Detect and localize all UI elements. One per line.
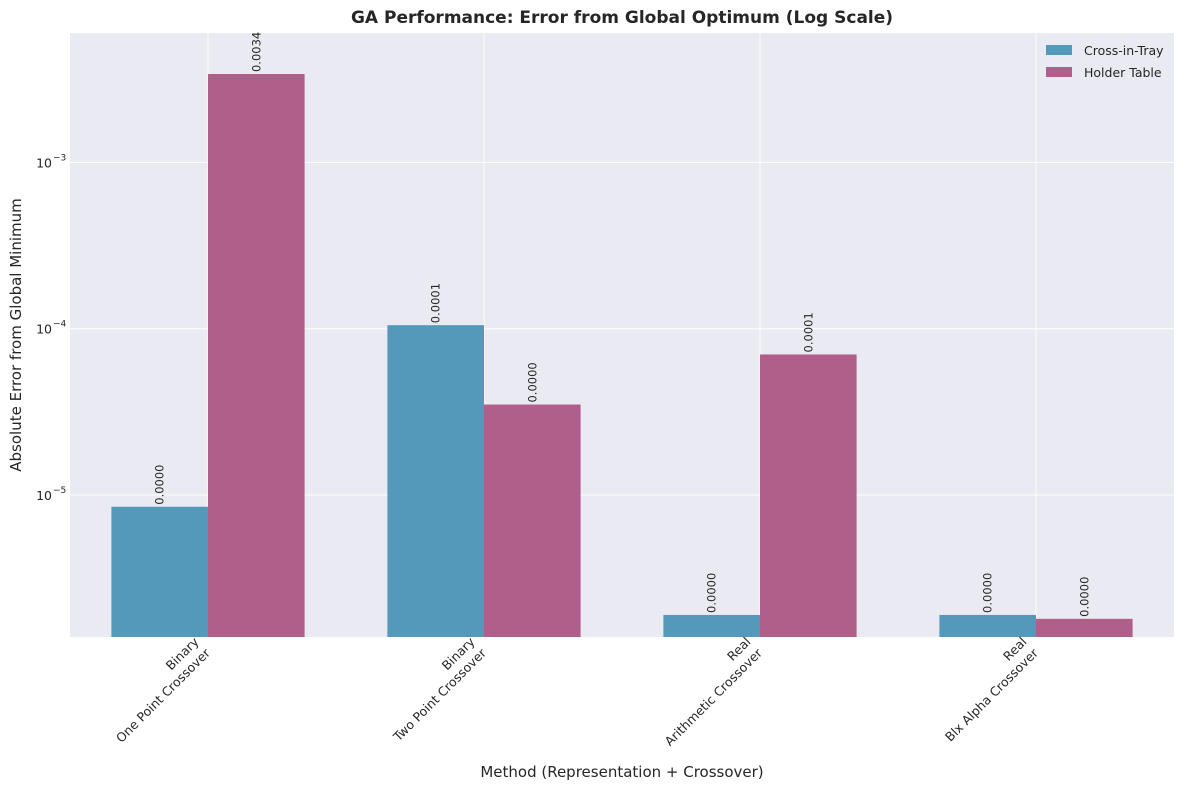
chart-title: GA Performance: Error from Global Optimu…	[351, 8, 893, 28]
bar-value-label: 0.0001	[801, 312, 815, 352]
bar	[484, 404, 581, 637]
legend-item: Cross-in-Tray	[1046, 43, 1164, 58]
legend-label: Cross-in-Tray	[1084, 43, 1164, 58]
svg-text:−3: −3	[53, 153, 66, 163]
bar	[111, 506, 208, 637]
svg-text:10: 10	[36, 488, 52, 503]
y-axis-ticks: 10−510−410−3	[36, 153, 66, 503]
y-tick-label: 10 −3	[36, 153, 66, 170]
bar-value-label: 0.0000	[705, 573, 719, 613]
bar-value-label: 0.0001	[429, 283, 443, 323]
legend: Cross-in-Tray Holder Table	[1046, 43, 1164, 80]
svg-text:Arithmetic Crossover: Arithmetic Crossover	[662, 645, 766, 749]
svg-text:−4: −4	[53, 320, 67, 330]
y-tick-label: 10 −4	[36, 320, 66, 337]
legend-swatch	[1046, 67, 1072, 77]
svg-text:Two Point Crossover: Two Point Crossover	[390, 645, 490, 745]
bar	[387, 325, 484, 637]
legend-item: Holder Table	[1046, 65, 1162, 80]
data-labels: 0.0000 0.0001 0.0000 0.0000 0.0034 0.0000 0.00…	[153, 32, 1092, 617]
bar	[1036, 618, 1133, 637]
bar-value-label: 0.0000	[981, 573, 995, 613]
bar	[208, 74, 305, 637]
y-tick-label: 10 −5	[36, 486, 66, 503]
bar	[939, 614, 1036, 637]
bar-value-label: 0.0000	[153, 464, 167, 504]
bar-value-label: 0.0000	[525, 362, 539, 402]
bar	[760, 354, 857, 637]
svg-text:Blx Alpha Crossover: Blx Alpha Crossover	[942, 645, 1042, 745]
bar-value-label: 0.0034	[249, 32, 263, 72]
svg-text:10: 10	[36, 322, 52, 337]
bar	[663, 614, 760, 637]
svg-text:−5: −5	[53, 486, 66, 496]
legend-swatch	[1046, 45, 1072, 55]
bars	[111, 74, 1133, 637]
legend-label: Holder Table	[1084, 65, 1162, 80]
bar-value-label: 0.0000	[1077, 577, 1091, 617]
y-axis-label: Absolute Error from Global Minimum	[7, 198, 25, 471]
x-axis-label: Method (Representation + Crossover)	[480, 763, 763, 781]
svg-text:One Point Crossover: One Point Crossover	[113, 645, 214, 746]
svg-text:10: 10	[36, 155, 52, 170]
